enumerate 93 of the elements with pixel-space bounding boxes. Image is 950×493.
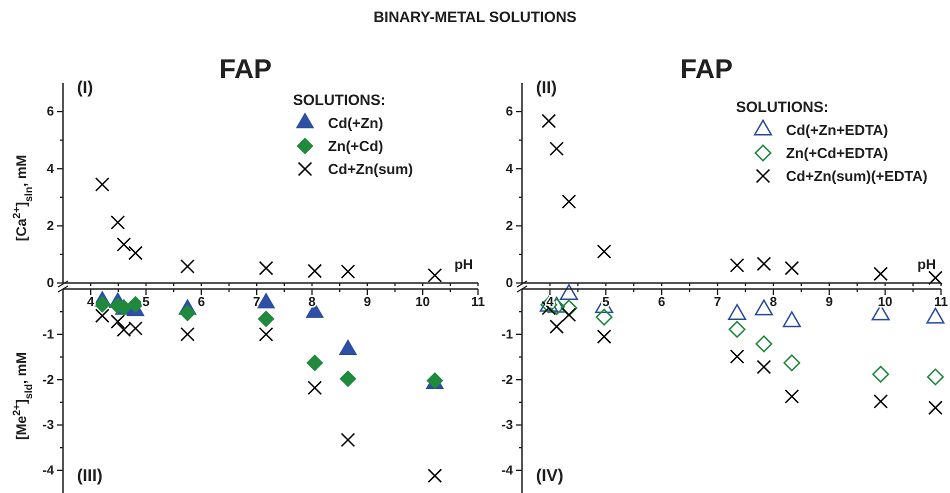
x-tick-label: 8 [308, 294, 316, 310]
x-tick-label: 7 [253, 294, 260, 310]
x-tick-label: 4 [87, 294, 96, 310]
point [596, 244, 612, 259]
point [340, 432, 356, 448]
point [562, 194, 576, 209]
point [928, 400, 943, 415]
y-tick-label: -1 [42, 326, 54, 342]
point [110, 314, 125, 329]
x-tick-label: 6 [198, 294, 205, 310]
point [549, 142, 564, 156]
point [127, 296, 144, 313]
y-tick-label: -4 [501, 462, 514, 478]
point [755, 335, 772, 352]
x-tick-label: 9 [826, 294, 833, 310]
legend-label: Zn(+Cd) [328, 139, 384, 155]
point [95, 308, 110, 323]
y-tick-label: 2 [506, 218, 513, 234]
x-tick-label: 10 [415, 294, 430, 310]
legend-label: Cd+Zn(sum) [328, 162, 414, 178]
x-tick-label: 5 [142, 294, 150, 310]
point [873, 266, 888, 282]
x-tick-label: 7 [714, 294, 722, 310]
point [306, 354, 323, 372]
point [542, 114, 556, 128]
point [258, 260, 274, 276]
annotation: (II) [536, 78, 557, 97]
y-tick-label: 0 [46, 275, 54, 290]
legend-label: Cd(+Zn) [328, 116, 384, 132]
point [340, 264, 356, 279]
chart-subtitle: FAP [680, 54, 733, 84]
point [258, 327, 274, 342]
point [95, 177, 110, 192]
y-tick-label: 4 [506, 160, 514, 176]
legend-label: Zn(+Cd+EDTA) [786, 146, 888, 162]
point [596, 308, 613, 326]
point [179, 304, 196, 322]
point [756, 360, 772, 374]
point [728, 320, 746, 338]
y-tick-label: -3 [42, 417, 54, 432]
point [926, 368, 944, 386]
point [730, 349, 744, 364]
point [308, 380, 322, 396]
point [784, 260, 800, 276]
y-tick-label: -3 [501, 417, 513, 432]
point [116, 237, 132, 252]
point [340, 370, 356, 387]
x-tick-label: 11 [934, 294, 948, 310]
x-tick-label: 10 [878, 294, 892, 310]
point [110, 215, 125, 230]
x-tick-label: 9 [364, 294, 371, 310]
x-tick-label: 8 [770, 294, 778, 310]
y-tick-label: 6 [506, 104, 513, 119]
point [308, 264, 322, 278]
y-tick-label: 4 [46, 160, 55, 176]
point [258, 310, 274, 328]
point [428, 268, 442, 282]
annotation: (IV) [536, 466, 564, 485]
legend-label: Cd(+Zn+EDTA) [786, 123, 888, 139]
y-tick-label: 2 [46, 218, 54, 234]
x-axis-title: pH [917, 256, 936, 272]
y-tick-label: -1 [501, 326, 513, 342]
point [549, 319, 564, 334]
point [873, 394, 888, 409]
point [928, 270, 943, 286]
point [180, 327, 195, 342]
point [128, 246, 143, 260]
point [872, 366, 890, 383]
y-tick-label: 0 [506, 275, 513, 290]
x-tick-label: 6 [658, 294, 666, 310]
point [596, 329, 612, 344]
x-tick-label: 11 [471, 294, 485, 310]
y-tick-label: -2 [42, 372, 54, 387]
chart-title: BINARY-METAL SOLUTIONS [373, 9, 577, 26]
point [783, 354, 800, 372]
point [428, 468, 442, 483]
point [560, 300, 578, 316]
y-tick-label: 6 [46, 104, 54, 119]
annotation: (III) [77, 466, 102, 485]
legend-label: Cd+Zn(sum)(+EDTA) [786, 169, 928, 185]
legend-title: SOLUTIONS: [293, 92, 386, 109]
y-tick-label: -2 [501, 372, 513, 387]
x-axis-title: pH [454, 256, 473, 272]
point [180, 259, 195, 274]
point [756, 256, 772, 272]
chart-subtitle: FAP [219, 54, 272, 84]
y-tick-label: -4 [42, 462, 55, 478]
point [562, 308, 576, 322]
legend-title: SOLUTIONS: [736, 99, 828, 116]
point [94, 296, 110, 313]
point [784, 389, 800, 404]
annotation: (I) [77, 78, 94, 97]
point [730, 258, 744, 272]
